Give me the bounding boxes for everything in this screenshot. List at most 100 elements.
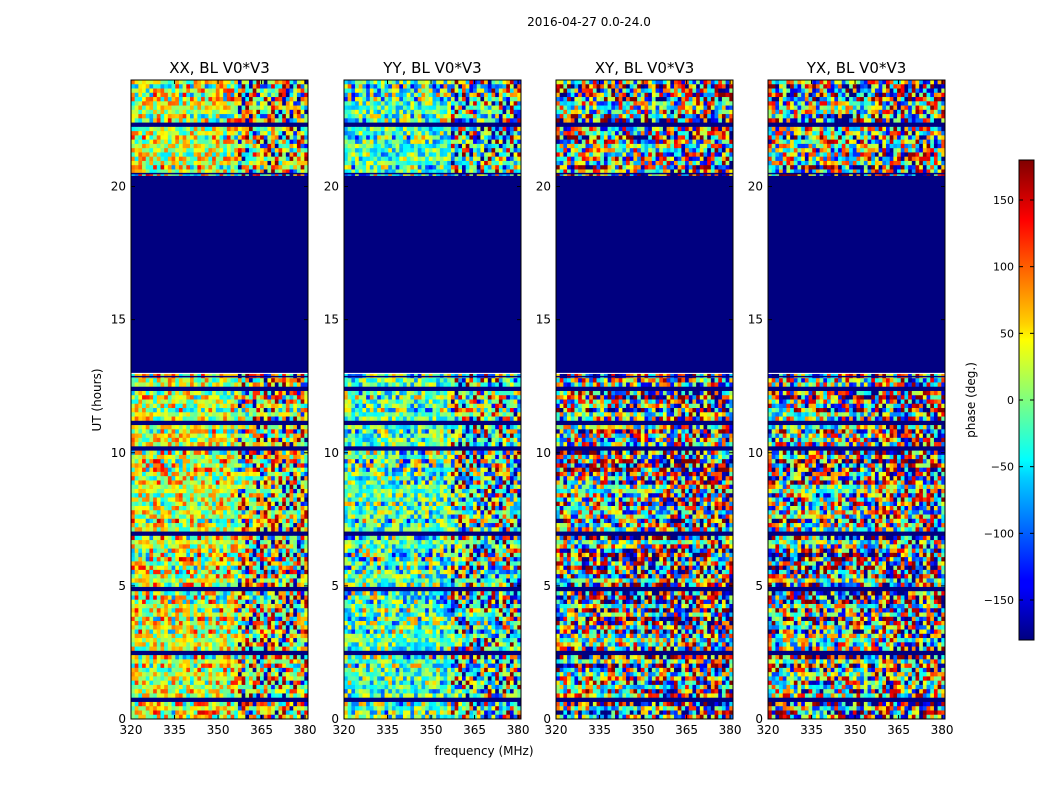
heatmap-cell — [215, 403, 220, 409]
heatmap-cell — [208, 390, 213, 396]
heatmap-cell — [190, 544, 194, 549]
heatmap-cell — [167, 88, 172, 94]
heatmap-cell — [267, 667, 272, 673]
heatmap-cell — [237, 139, 242, 145]
heatmap-cell — [260, 105, 265, 111]
heatmap-cell — [208, 484, 213, 490]
heatmap-cell — [193, 510, 198, 515]
heatmap-cell — [293, 535, 298, 541]
heatmap-cell — [134, 659, 139, 665]
heatmap-cell — [271, 612, 276, 618]
heatmap-cell — [421, 105, 426, 111]
heatmap-cell — [167, 467, 172, 473]
heatmap-cell — [267, 591, 272, 596]
heatmap-cell — [182, 548, 187, 554]
heatmap-cell — [406, 84, 411, 89]
heatmap-cell — [186, 97, 191, 102]
heatmap-cell — [204, 390, 209, 396]
heatmap-cell — [234, 633, 239, 639]
heatmap-cell — [285, 105, 290, 111]
heatmap-cell — [167, 646, 172, 652]
heatmap-cell — [212, 574, 217, 579]
heatmap-cell — [153, 565, 158, 571]
heatmap-cell — [204, 467, 209, 473]
heatmap-cell — [245, 126, 250, 132]
heatmap-cell — [149, 569, 154, 575]
heatmap-cell — [178, 412, 183, 417]
heatmap-cell — [226, 552, 231, 558]
heatmap-cell — [271, 608, 276, 613]
heatmap-cell — [186, 408, 191, 413]
heatmap-cell — [182, 101, 187, 106]
heatmap-cell — [296, 603, 301, 609]
heatmap-cell — [296, 608, 301, 613]
heatmap-cell — [149, 390, 154, 396]
heatmap-cell — [241, 382, 246, 388]
heatmap-cell — [167, 97, 172, 102]
heatmap-cell — [454, 101, 459, 106]
heatmap-cell — [425, 101, 430, 106]
heatmap-cell — [208, 442, 213, 447]
heatmap-cell — [215, 118, 220, 123]
heatmap-cell — [391, 80, 396, 85]
heatmap-cell — [171, 646, 176, 652]
heatmap-cell — [380, 84, 385, 89]
heatmap-cell — [219, 454, 224, 460]
heatmap-cell — [164, 152, 169, 158]
heatmap-cell — [215, 612, 220, 618]
heatmap-cell — [249, 152, 253, 158]
heatmap-cell — [142, 680, 147, 686]
heatmap-cell — [293, 565, 298, 571]
heatmap-cell — [234, 131, 239, 136]
heatmap-cell — [230, 625, 235, 630]
heatmap-cell — [289, 638, 294, 643]
heatmap-cell — [304, 569, 309, 575]
heatmap-cell — [289, 591, 294, 596]
heatmap-cell — [156, 429, 161, 434]
heatmap-cell — [252, 582, 257, 588]
heatmap-cell — [201, 497, 206, 503]
heatmap-cell — [186, 633, 191, 639]
heatmap-cell — [215, 646, 220, 652]
heatmap-cell — [193, 518, 198, 524]
heatmap-cell — [138, 591, 143, 596]
heatmap-cell — [304, 676, 309, 682]
heatmap-cell — [138, 574, 143, 579]
heatmap-cell — [223, 454, 228, 460]
heatmap-cell — [355, 97, 360, 102]
heatmap-cell — [252, 565, 257, 571]
heatmap-cell — [190, 518, 194, 524]
heatmap-cell — [285, 433, 290, 439]
heatmap-cell — [153, 676, 158, 682]
heatmap-cell — [403, 88, 407, 94]
heatmap-cell — [197, 527, 202, 532]
heatmap-cell — [197, 680, 202, 686]
heatmap-cell — [234, 565, 239, 571]
heatmap-cell — [171, 595, 176, 601]
heatmap-cell — [230, 667, 235, 673]
heatmap-cell — [153, 506, 158, 511]
heatmap-cell — [300, 714, 305, 720]
heatmap-cell — [149, 603, 154, 609]
heatmap-cell — [260, 642, 265, 647]
heatmap-cell — [145, 484, 150, 490]
heatmap-cell — [289, 646, 294, 652]
heatmap-cell — [252, 88, 257, 94]
heatmap-cell — [208, 540, 213, 545]
heatmap-cell — [134, 514, 139, 520]
heatmap-cell — [304, 574, 309, 579]
heatmap-cell — [164, 646, 169, 652]
heatmap-cell — [145, 382, 150, 388]
heatmap-cell — [263, 433, 268, 439]
heatmap-cell — [131, 390, 135, 396]
heatmap-cell — [167, 160, 172, 166]
heatmap-cell — [256, 131, 261, 136]
heatmap-cell — [304, 463, 309, 469]
heatmap-cell — [193, 523, 198, 528]
heatmap-cell — [252, 471, 257, 477]
heatmap-cell — [230, 442, 235, 447]
heatmap-cell — [215, 88, 220, 94]
heatmap-cell — [296, 488, 301, 494]
heatmap-cell — [282, 143, 287, 149]
heatmap-cell — [347, 97, 352, 102]
